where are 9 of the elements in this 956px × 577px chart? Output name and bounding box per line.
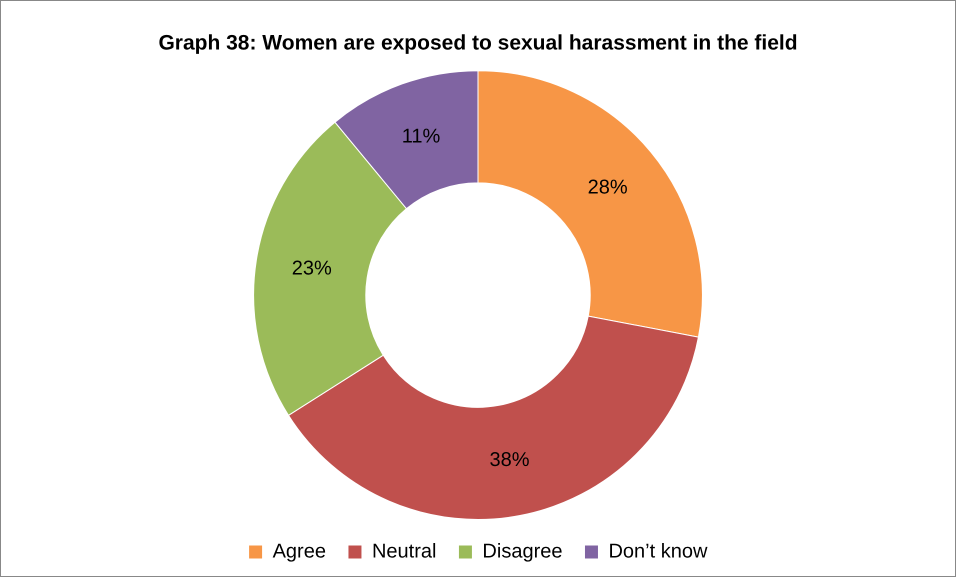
legend-label: Neutral bbox=[372, 540, 436, 563]
data-label: 11% bbox=[402, 125, 440, 148]
legend-label: Don’t know bbox=[608, 540, 708, 563]
data-label: 38% bbox=[490, 448, 530, 471]
data-label: 28% bbox=[588, 176, 628, 198]
legend-label: Agree bbox=[272, 540, 326, 563]
chart-title: Graph 38: Women are exposed to sexual harassment in the field bbox=[158, 31, 798, 54]
data-label: 23% bbox=[292, 257, 332, 280]
legend-label: Disagree bbox=[482, 540, 562, 563]
